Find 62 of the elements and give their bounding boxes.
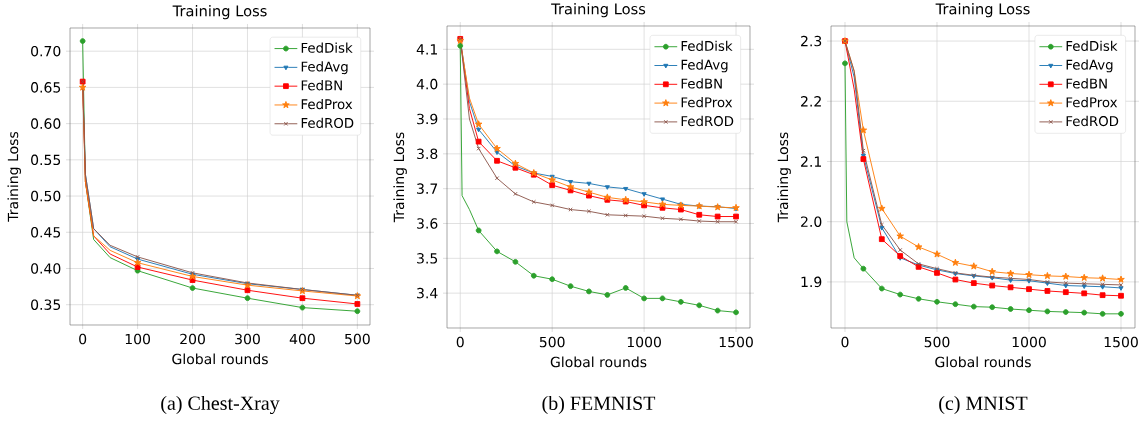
y-tick-label: 0.55 — [31, 154, 61, 166]
y-tick-label: 2.1 — [801, 156, 821, 167]
x-tick-label: 0 — [79, 333, 87, 345]
y-tick-label: 4.1 — [416, 44, 437, 55]
x-tick-label: 0 — [456, 336, 464, 348]
x-tick-label: 0 — [841, 336, 849, 348]
legend-label: FedROD — [1066, 115, 1119, 127]
y-tick-label: 3.5 — [417, 253, 438, 264]
legend-label: FedDisk — [1066, 40, 1118, 51]
y-tick-label: 0.65 — [31, 82, 61, 93]
y-tick-label: 0.60 — [31, 118, 61, 129]
x-tick-label: 500 — [539, 336, 565, 348]
y-tick-label: 0.45 — [31, 226, 61, 238]
legend-label: FedAvg — [1066, 59, 1113, 73]
y-tick-label: 0.40 — [31, 263, 61, 274]
y-tick-label: 3.4 — [417, 287, 438, 299]
chart-title: Training Loss — [551, 3, 646, 18]
chart-title: Training Loss — [935, 3, 1030, 18]
y-axis-title: Training Loss — [393, 132, 407, 223]
y-tick-label: 0.35 — [31, 299, 61, 310]
y-tick-label: 1.9 — [801, 276, 822, 288]
legend-label: FedROD — [301, 117, 354, 129]
legend-label: FedAvg — [301, 61, 348, 75]
legend-label: FedProx — [301, 98, 353, 110]
x-tick-label: 400 — [289, 333, 315, 345]
y-tick-label: 3.9 — [417, 113, 438, 125]
legend-label: FedProx — [681, 97, 733, 108]
x-tick-label: 1500 — [1104, 336, 1138, 348]
x-axis-title: Global rounds — [935, 356, 1031, 368]
x-tick-label: 1000 — [1012, 336, 1046, 348]
x-tick-label: 500 — [924, 336, 950, 348]
legend-label: FedAvg — [681, 59, 728, 73]
x-axis-title: Global rounds — [550, 356, 647, 368]
text: (a) Chest-Xray — [161, 395, 280, 415]
text: (b) FEMNIST — [542, 395, 656, 415]
x-axis-title: Global rounds — [172, 353, 268, 365]
chart-title: Training Loss — [172, 5, 267, 20]
y-tick-label: 0.70 — [31, 45, 61, 57]
y-axis-title: Training Loss — [7, 131, 21, 222]
y-tick-label: 3.7 — [417, 183, 438, 194]
legend-label: FedDisk — [301, 42, 353, 53]
y-tick-label: 2.2 — [801, 96, 821, 107]
x-tick-label: 200 — [180, 333, 205, 345]
x-tick-label: 1000 — [627, 336, 661, 348]
x-tick-label: 100 — [125, 333, 151, 345]
legend-label: FedROD — [681, 115, 734, 127]
legend-label: FedBN — [301, 80, 342, 91]
legend-label: FedBN — [1066, 78, 1107, 89]
y-axis-title: Training Loss — [777, 132, 791, 223]
legend-label: FedProx — [1066, 97, 1118, 108]
y-tick-label: 0.50 — [31, 190, 61, 202]
y-tick-label: 3.8 — [417, 148, 438, 160]
y-tick-label: 4.0 — [416, 78, 438, 90]
legend-label: FedDisk — [681, 40, 733, 51]
text: (c) MNIST — [939, 395, 1028, 415]
y-tick-label: 2.3 — [801, 35, 822, 47]
y-tick-label: 2.0 — [801, 216, 822, 227]
y-tick-label: 3.6 — [417, 218, 438, 229]
x-tick-label: 1500 — [719, 336, 753, 348]
x-tick-label: 300 — [235, 333, 260, 345]
x-tick-label: 500 — [345, 333, 370, 345]
legend-label: FedBN — [681, 78, 722, 89]
